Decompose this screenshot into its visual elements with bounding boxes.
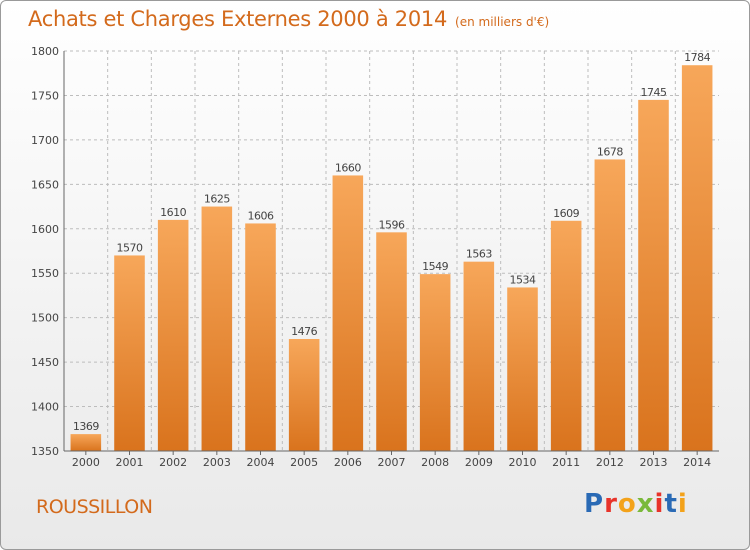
- y-tick-label: 1400: [31, 401, 59, 414]
- logo-letter: o: [617, 489, 637, 519]
- logo-letter: t: [664, 489, 678, 519]
- bar-2009: [463, 261, 495, 451]
- x-tick-label: 2008: [421, 456, 449, 469]
- bar-value-label: 1610: [160, 206, 186, 219]
- x-tick-label: 2001: [116, 456, 144, 469]
- bar-value-label: 1625: [204, 193, 230, 206]
- bar-2000: [70, 434, 102, 451]
- y-tick-label: 1650: [31, 178, 59, 191]
- bar-2012: [594, 159, 626, 451]
- y-tick-label: 1500: [31, 312, 59, 325]
- x-tick-label: 2013: [640, 456, 668, 469]
- logo-letter: i: [654, 489, 665, 519]
- y-tick-label: 1750: [31, 89, 59, 102]
- bar-2006: [332, 175, 364, 451]
- x-tick-label: 2004: [247, 456, 275, 469]
- y-tick-label: 1800: [31, 45, 59, 58]
- bar-value-label: 1609: [553, 207, 579, 220]
- x-tick-label: 2003: [203, 456, 231, 469]
- bar-2002: [157, 219, 189, 451]
- bar-value-label: 1606: [248, 209, 274, 222]
- x-tick-label: 2006: [334, 456, 362, 469]
- y-tick-label: 1550: [31, 267, 59, 280]
- x-tick-label: 2014: [683, 456, 711, 469]
- bar-2014: [681, 65, 713, 451]
- bar-value-label: 1678: [597, 145, 623, 158]
- logo-letter: r: [604, 489, 618, 519]
- bar-value-label: 1563: [466, 248, 492, 261]
- logo-letter: i: [677, 489, 688, 519]
- y-tick-label: 1700: [31, 134, 59, 147]
- bar-value-label: 1660: [335, 161, 361, 174]
- x-tick-label: 2007: [378, 456, 406, 469]
- bar-value-label: 1549: [422, 260, 448, 273]
- x-tick-label: 2010: [509, 456, 537, 469]
- bar-value-label: 1570: [117, 241, 143, 254]
- bar-2013: [638, 99, 669, 451]
- bar-2008: [419, 274, 451, 451]
- bar-2003: [201, 206, 233, 451]
- chart-title-text: Achats et Charges Externes 2000 à 2014: [28, 7, 448, 31]
- bar-value-label: 1476: [291, 325, 317, 338]
- bar-value-label: 1534: [510, 273, 536, 286]
- y-tick-label: 1350: [31, 445, 59, 458]
- bar-2010: [507, 287, 538, 451]
- x-tick-label: 2012: [596, 456, 624, 469]
- x-tick-label: 2011: [552, 456, 580, 469]
- bar-2004: [245, 223, 276, 451]
- chart-title: Achats et Charges Externes 2000 à 2014 (e…: [28, 7, 549, 31]
- x-tick-label: 2005: [290, 456, 318, 469]
- x-tick-label: 2009: [465, 456, 493, 469]
- bar-2011: [550, 220, 582, 451]
- bar-value-label: 1596: [379, 218, 405, 231]
- commune-name: ROUSSILLON: [36, 496, 153, 518]
- bar-value-label: 1369: [73, 420, 99, 433]
- y-tick-label: 1600: [31, 223, 59, 236]
- bar-value-label: 1745: [641, 86, 667, 99]
- bar-2007: [376, 232, 407, 451]
- proxiti-logo[interactable]: Proxiti: [584, 489, 688, 519]
- logo-letter: P: [584, 489, 605, 519]
- x-tick-label: 2000: [72, 456, 100, 469]
- bar-2005: [288, 339, 320, 451]
- y-tick-label: 1450: [31, 356, 59, 369]
- bar-2001: [114, 255, 145, 451]
- bar-value-label: 1784: [684, 51, 710, 64]
- x-tick-label: 2002: [159, 456, 187, 469]
- logo-letter: x: [636, 489, 655, 519]
- chart-unit-text: (en milliers d'€): [455, 15, 550, 29]
